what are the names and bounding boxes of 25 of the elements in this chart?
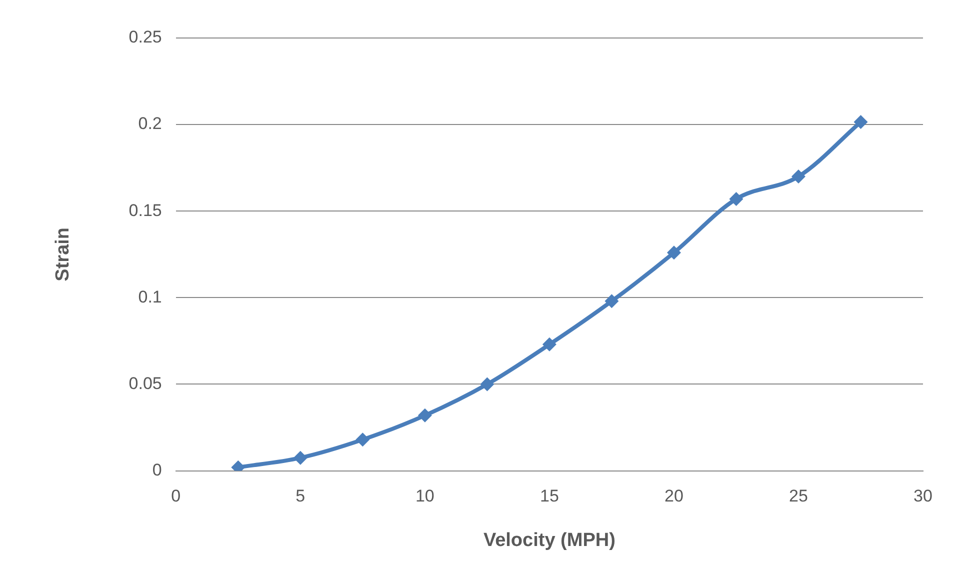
point [666, 246, 681, 260]
x-axis-title: Velocity (MPH) [483, 530, 616, 551]
point [542, 337, 556, 352]
x-tick-label: 30 [914, 486, 932, 506]
point [791, 169, 806, 184]
point [480, 377, 494, 392]
y-tick-label: 0.2 [138, 114, 162, 134]
point [854, 114, 868, 129]
y-tick-label: 0.15 [128, 200, 162, 220]
x-tick-label: 25 [789, 486, 808, 506]
x-tick-label: 20 [664, 486, 684, 506]
y-tick-label: 0.1 [138, 287, 162, 306]
x-tick-label: 15 [540, 486, 559, 506]
y-axis-title: Strain [52, 227, 74, 282]
point [729, 192, 744, 206]
x-tick-label: 10 [415, 486, 434, 506]
y-tick-label: 0.25 [128, 28, 162, 47]
y-tick-label: 0.05 [128, 374, 162, 393]
point [356, 432, 370, 447]
point [418, 408, 432, 422]
point [293, 450, 308, 465]
y-tick-label: 0 [152, 460, 162, 480]
x-tick-label: 0 [171, 486, 181, 506]
point [604, 294, 619, 308]
x-tick-label: 5 [296, 486, 306, 506]
